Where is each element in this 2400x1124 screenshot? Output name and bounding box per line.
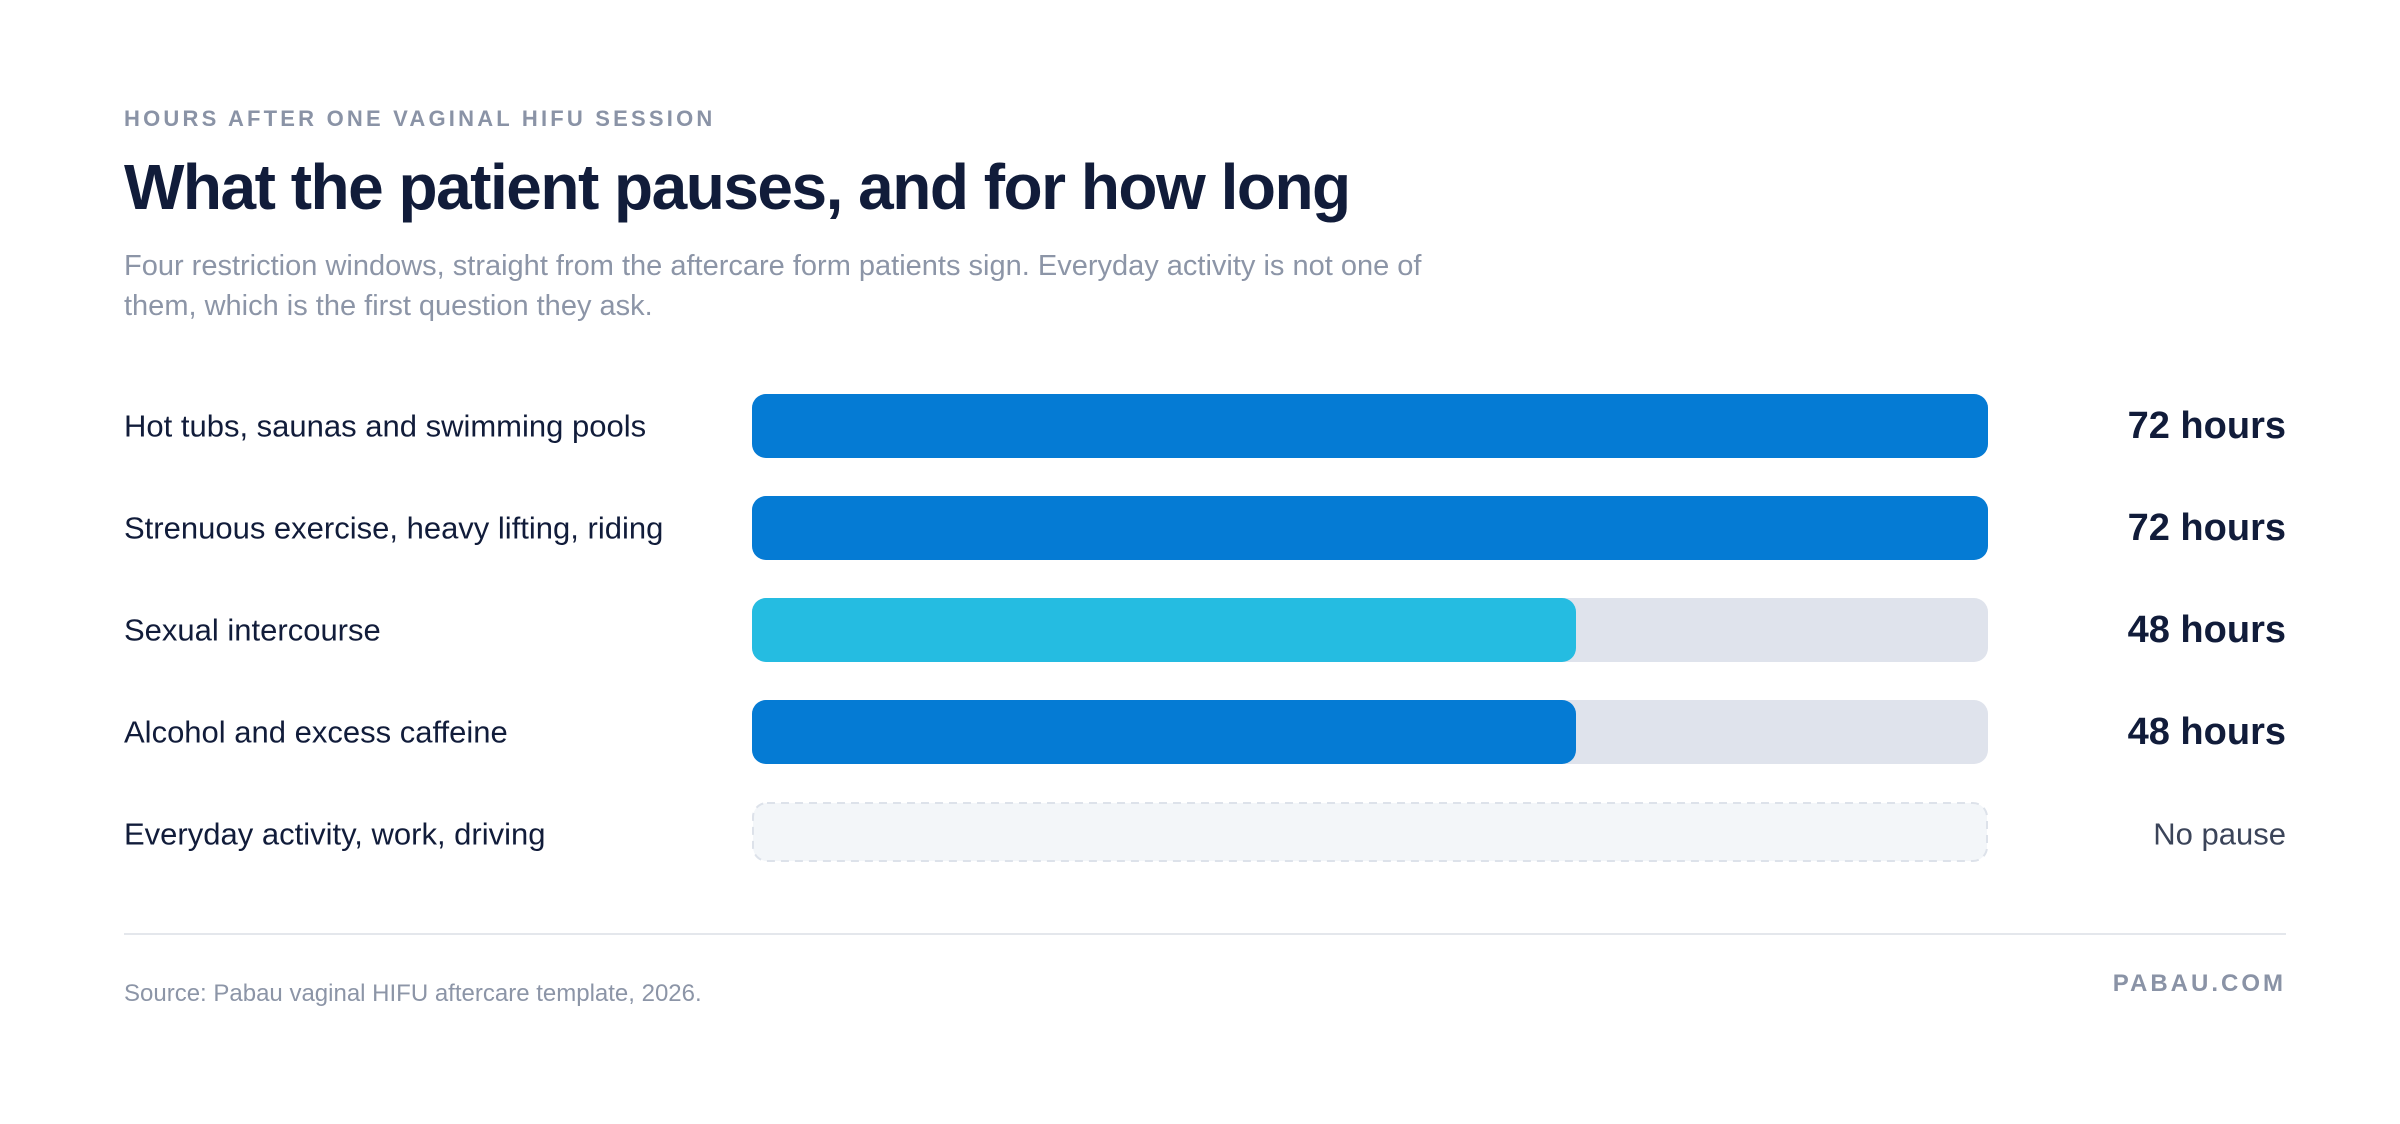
category-label: Sexual intercourse xyxy=(124,613,381,648)
source-note: Source: Pabau vaginal HIFU aftercare tem… xyxy=(124,980,702,1007)
bar-chart: Hot tubs, saunas and swimming pools 72 ho… xyxy=(124,394,2286,862)
empty-bar-track xyxy=(752,802,1988,862)
category-label: Strenuous exercise, heavy lifting, ridin… xyxy=(124,511,663,546)
chart-eyebrow: HOURS AFTER ONE VAGINAL HIFU SESSION xyxy=(124,106,716,131)
chart-subtitle: Four restriction windows, straight from … xyxy=(124,250,1422,322)
category-label: Everyday activity, work, driving xyxy=(124,817,546,852)
bar xyxy=(752,394,1988,458)
bar xyxy=(752,598,1576,662)
chart-card: HOURS AFTER ONE VAGINAL HIFU SESSION Wha… xyxy=(124,0,2286,1124)
value-label: No pause xyxy=(2153,817,2286,852)
brand-label: PABAU.COM xyxy=(2112,970,2286,997)
bar xyxy=(752,700,1576,764)
value-label: 72 hours xyxy=(2128,405,2286,447)
bar xyxy=(752,496,1988,560)
value-label: 48 hours xyxy=(2128,609,2286,651)
value-label: 48 hours xyxy=(2128,711,2286,753)
chart-title: What the patient pauses, and for how lon… xyxy=(124,151,1351,223)
category-label: Hot tubs, saunas and swimming pools xyxy=(124,409,646,444)
category-label: Alcohol and excess caffeine xyxy=(124,715,508,750)
footer-divider xyxy=(124,933,2286,935)
value-label: 72 hours xyxy=(2128,507,2286,549)
